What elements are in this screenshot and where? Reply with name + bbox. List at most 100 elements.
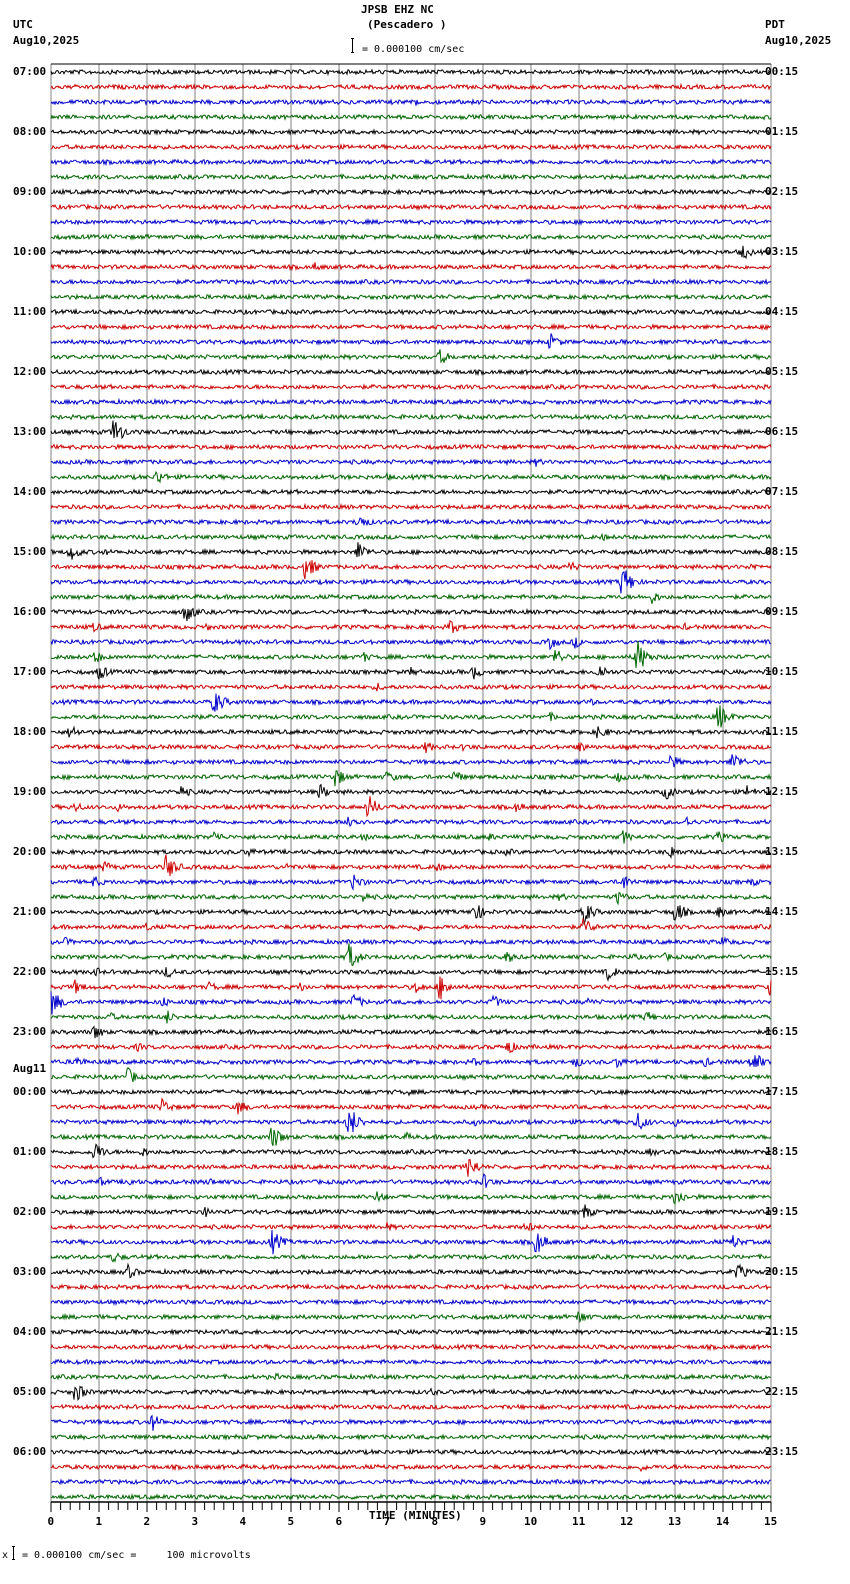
seismic-trace: [50, 397, 772, 406]
pdt-hour-label: 20:15: [765, 1265, 799, 1278]
seismic-trace: [50, 1088, 772, 1097]
pdt-hour-label: 11:15: [765, 725, 799, 738]
seismic-trace: [50, 1492, 772, 1501]
pdt-hour-label: 03:15: [765, 245, 799, 258]
seismic-trace: [50, 82, 772, 91]
utc-hour-label: 21:00: [13, 905, 47, 918]
utc-hour-label: 15:00: [13, 545, 47, 558]
seismic-trace: [50, 830, 772, 844]
x-tick-label: 13: [668, 1515, 682, 1528]
seismic-trace: [50, 705, 772, 728]
left-date: Aug10,2025: [13, 34, 80, 47]
utc-hour-label: 14:00: [13, 485, 47, 498]
seismic-trace: [50, 1311, 772, 1324]
seismic-trace: [50, 187, 772, 196]
seismic-trace: [50, 1229, 772, 1255]
pdt-hour-label: 08:15: [765, 545, 799, 558]
x-tick-label: 11: [572, 1515, 586, 1528]
utc-hour-label: 08:00: [13, 125, 47, 138]
seismic-trace: [50, 1191, 772, 1205]
seismic-trace: [50, 262, 772, 272]
pdt-hour-label: 01:15: [765, 125, 799, 138]
x-tick-label: 1: [95, 1515, 103, 1528]
pdt-hour-label: 04:15: [765, 305, 799, 318]
pdt-hour-label: 15:15: [765, 965, 799, 978]
seismic-trace: [50, 593, 772, 604]
x-axis-label: TIME (MINUTES): [369, 1509, 462, 1522]
seismic-trace: [50, 1298, 772, 1306]
utc-hour-label: 23:00: [13, 1025, 47, 1038]
pdt-hour-label: 05:15: [765, 365, 799, 378]
x-tick-label: 15: [764, 1515, 778, 1528]
x-tick-label: 8: [431, 1515, 439, 1528]
pdt-hour-label: 12:15: [765, 785, 799, 798]
x-tick-label: 10: [524, 1515, 538, 1528]
seismic-trace: [50, 976, 772, 1000]
utc-hour-label: 18:00: [13, 725, 47, 738]
seismic-trace: [50, 412, 772, 421]
scale-bar-icon: [351, 38, 354, 53]
pdt-hour-label: 02:15: [765, 185, 799, 198]
utc-hour-label: 05:00: [13, 1385, 47, 1398]
utc-hour-label: 22:00: [13, 965, 47, 978]
seismic-trace: [50, 854, 772, 877]
seismic-trace: [50, 470, 772, 484]
seismic-trace: [50, 1204, 772, 1218]
seismic-trace: [50, 1112, 772, 1133]
seismic-trace: [50, 905, 772, 925]
seismic-trace: [50, 1025, 772, 1039]
x-tick-label: 6: [335, 1515, 343, 1528]
seismic-trace: [50, 488, 772, 496]
pdt-hour-label: 06:15: [765, 425, 799, 438]
pdt-hour-label: 00:15: [765, 65, 799, 78]
pdt-hour-label: 16:15: [765, 1025, 799, 1038]
seismic-trace: [50, 217, 772, 227]
seismic-trace: [50, 1476, 771, 1486]
seismic-trace: [50, 1252, 772, 1263]
seismic-trace: [50, 368, 772, 377]
seismic-trace: [50, 741, 772, 754]
seismic-trace: [50, 420, 772, 440]
seismic-trace: [50, 1403, 772, 1411]
pdt-hour-label: 17:15: [765, 1085, 799, 1098]
utc-hour-label: 02:00: [13, 1205, 47, 1218]
seismic-trace: [50, 1173, 772, 1188]
utc-hour-label: 16:00: [13, 605, 47, 618]
seismic-trace: [50, 1282, 772, 1291]
seismic-trace: [50, 936, 771, 946]
seismic-trace: [50, 458, 772, 467]
seismic-trace: [50, 1328, 772, 1337]
footer-marker: x: [2, 1550, 9, 1561]
scale-text: = 0.000100 cm/sec: [362, 44, 465, 55]
utc-hour-label: 11:00: [13, 305, 47, 318]
utc-hour-label: 06:00: [13, 1445, 47, 1458]
seismic-trace: [50, 725, 772, 739]
seismic-trace: [50, 891, 772, 906]
utc-hour-label: 00:00: [13, 1085, 47, 1098]
pdt-hour-label: 07:15: [765, 485, 799, 498]
seismic-trace: [50, 68, 772, 77]
seismic-trace: [51, 560, 772, 580]
utc-hour-label: 12:00: [13, 365, 47, 378]
seismic-trace: [50, 203, 772, 211]
seismic-trace: [50, 682, 772, 692]
seismic-trace: [50, 349, 772, 364]
utc-hour-label: 10:00: [13, 245, 47, 258]
pdt-hour-label: 21:15: [765, 1325, 799, 1338]
right-date: Aug10,2025: [765, 34, 832, 47]
seismic-trace: [50, 443, 772, 452]
seismic-trace: [50, 815, 772, 828]
seismic-trace: [50, 1010, 772, 1024]
x-tick-label: 0: [47, 1515, 55, 1528]
seismic-trace: [50, 1097, 772, 1115]
x-tick-label: 9: [479, 1515, 487, 1528]
footer-scale-bar-icon: [12, 1546, 15, 1560]
day-change-label: Aug11: [13, 1062, 47, 1075]
seismic-trace: [50, 570, 772, 594]
seismic-trace: [50, 693, 772, 712]
seismic-trace: [50, 847, 772, 859]
seismic-trace: [50, 1463, 772, 1473]
seismic-trace: [50, 1414, 772, 1431]
pdt-hour-label: 23:15: [765, 1445, 799, 1458]
seismic-trace: [50, 517, 772, 526]
